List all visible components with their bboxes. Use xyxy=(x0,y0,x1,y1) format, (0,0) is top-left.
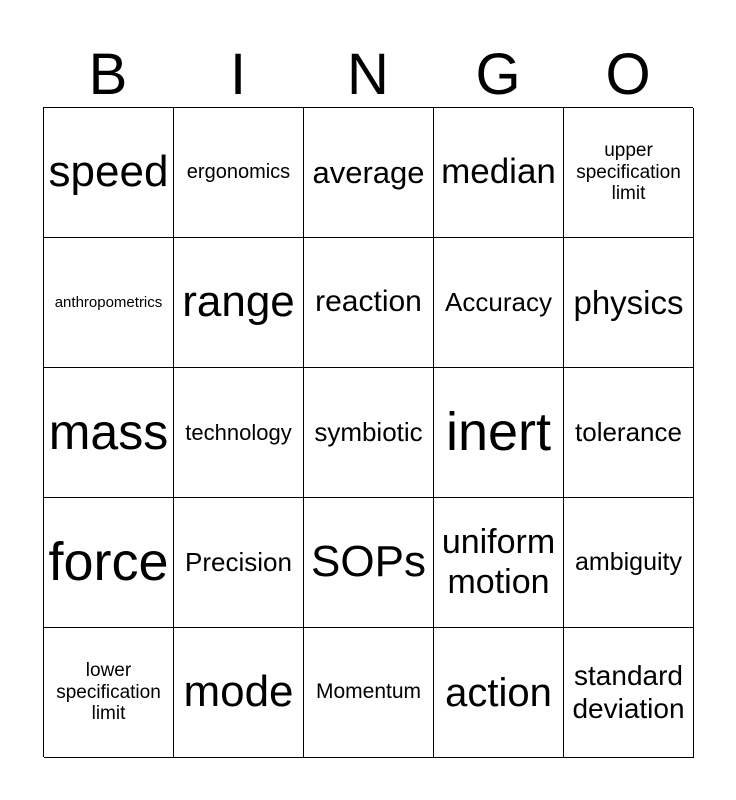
bingo-cell[interactable]: technology xyxy=(174,368,304,498)
bingo-cell[interactable]: uniform motion xyxy=(434,498,564,628)
bingo-cell[interactable]: physics xyxy=(564,238,694,368)
header-letter-i: I xyxy=(229,42,247,107)
bingo-cell[interactable]: reaction xyxy=(304,238,434,368)
bingo-cell[interactable]: lower specification limit xyxy=(44,628,174,758)
bingo-cell[interactable]: Momentum xyxy=(304,628,434,758)
header-letter-g: G xyxy=(475,42,521,107)
bingo-cell[interactable]: median xyxy=(434,108,564,238)
bingo-cell[interactable]: inert xyxy=(434,368,564,498)
bingo-cell[interactable]: standard deviation xyxy=(564,628,694,758)
bingo-cell[interactable]: mode xyxy=(174,628,304,758)
bingo-cell[interactable]: range xyxy=(174,238,304,368)
header-letter-o: O xyxy=(605,42,651,107)
bingo-cell[interactable]: Precision xyxy=(174,498,304,628)
bingo-header: B I N G O xyxy=(43,40,693,110)
bingo-cell[interactable]: upper specification limit xyxy=(564,108,694,238)
bingo-cell[interactable]: anthropometrics xyxy=(44,238,174,368)
bingo-cell[interactable]: action xyxy=(434,628,564,758)
bingo-cell[interactable]: symbiotic xyxy=(304,368,434,498)
bingo-cell[interactable]: average xyxy=(304,108,434,238)
header-letter-b: B xyxy=(88,42,128,107)
bingo-cell[interactable]: SOPs xyxy=(304,498,434,628)
bingo-cell[interactable]: Accuracy xyxy=(434,238,564,368)
bingo-cell[interactable]: force xyxy=(44,498,174,628)
bingo-cell[interactable]: tolerance xyxy=(564,368,694,498)
bingo-grid: speed ergonomics average median upper specif… xyxy=(43,107,694,758)
bingo-cell[interactable]: ergonomics xyxy=(174,108,304,238)
bingo-cell[interactable]: speed xyxy=(44,108,174,238)
header-letter-n: N xyxy=(347,42,389,107)
bingo-cell[interactable]: mass xyxy=(44,368,174,498)
bingo-cell[interactable]: ambiguity xyxy=(564,498,694,628)
